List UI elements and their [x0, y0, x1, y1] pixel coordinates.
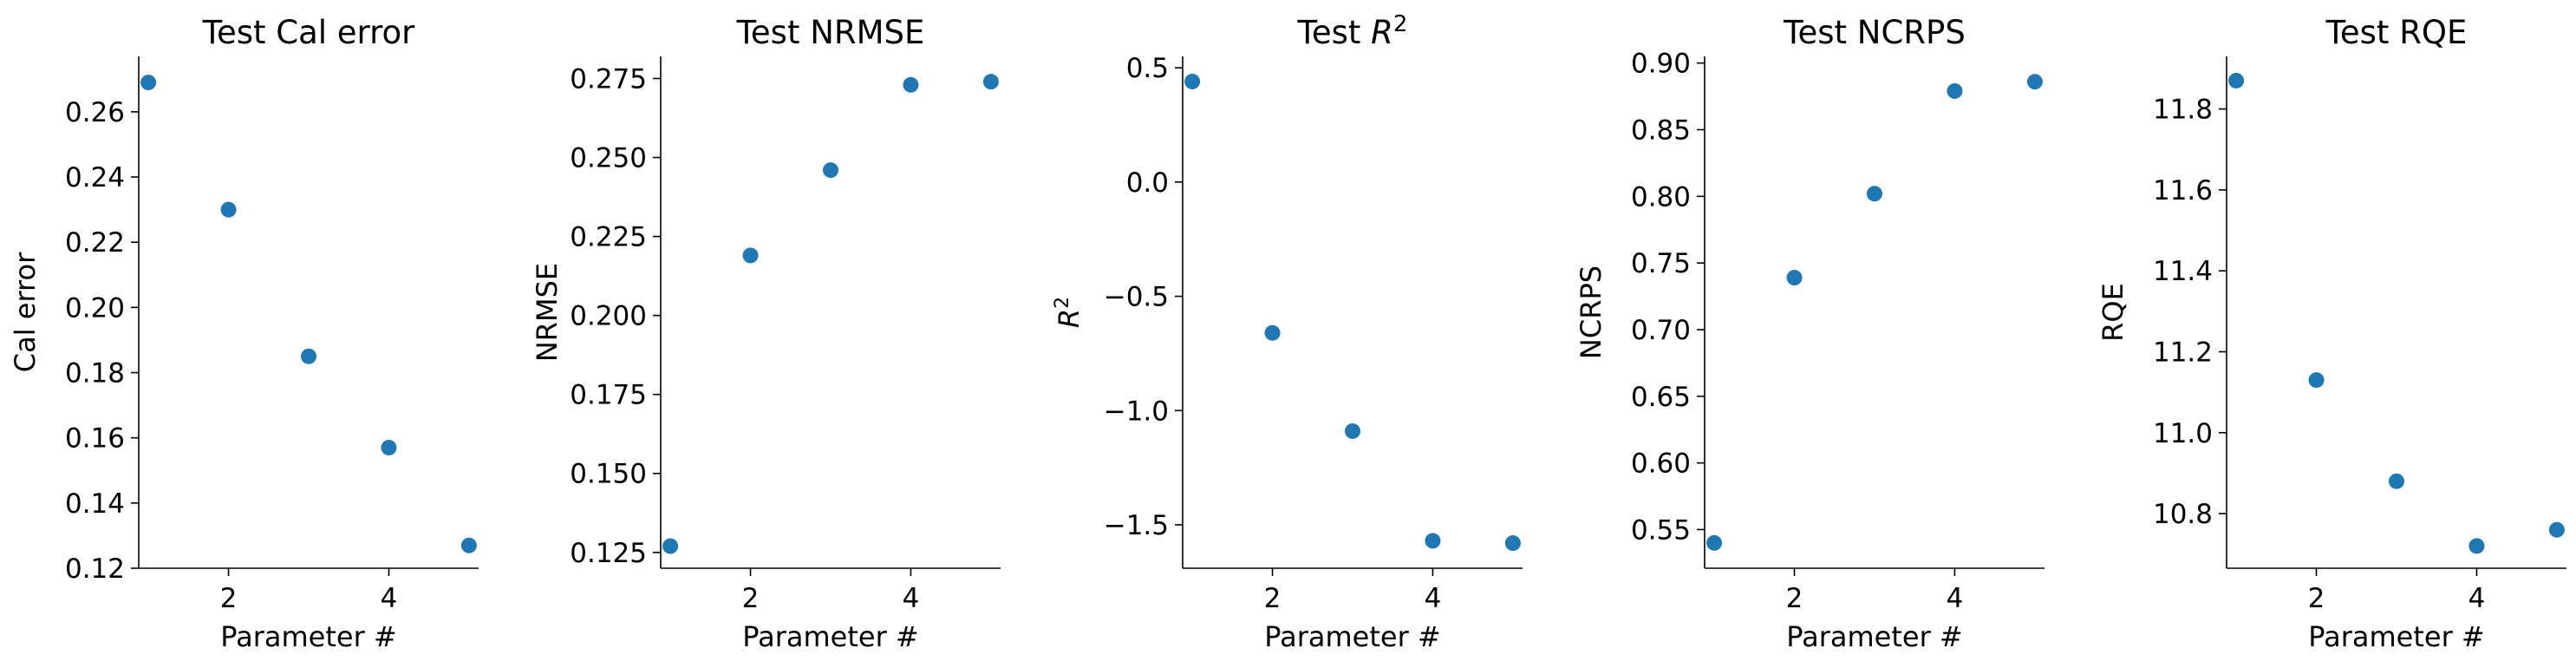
chart-panel-1: Test Cal error 0.12 0.14 0.16 0.18 0.20 0.22 0.…	[9, 14, 479, 653]
x-tick-label: 4	[903, 583, 920, 614]
data-point	[2389, 473, 2404, 489]
y-axis-label: RQE	[2097, 283, 2129, 342]
y-axis-label: R2	[1052, 297, 1086, 328]
data-point	[2548, 521, 2565, 538]
y-tick-label: −0.5	[1104, 282, 1169, 313]
y-tick-label: 0.5	[1126, 53, 1169, 84]
x-axis-label: Parameter #	[2308, 620, 2484, 653]
y-tick-label: 0.22	[65, 227, 125, 259]
y-tick-label: 0.12	[65, 553, 125, 585]
y-axis-label: Cal error	[9, 252, 42, 372]
data-point	[1706, 534, 1723, 551]
y-tick-label: 11.6	[2153, 175, 2213, 206]
y-tick-label: 0.55	[1631, 514, 1691, 546]
x-tick-label: 2	[2308, 583, 2325, 614]
chart-title-prefix: Test	[1297, 14, 1372, 51]
y-tick-label: −1.0	[1104, 396, 1169, 427]
chart-panel-4: Test NCRPS 0.55 0.60 0.65 0.70 0.75 0.80 0.85 0.…	[1575, 14, 2044, 653]
y-tick-label: 0.125	[570, 538, 647, 569]
data-point	[1345, 422, 1360, 439]
data-point	[1947, 82, 1963, 99]
data-point	[1184, 73, 1201, 89]
data-point	[662, 538, 679, 554]
x-axis-label: Parameter #	[742, 620, 918, 653]
x-tick-label: 2	[1786, 583, 1803, 614]
chart-title: Test R2	[1297, 11, 1408, 51]
chart-title: Test Cal error	[202, 14, 416, 51]
x-tick-label: 2	[742, 583, 760, 614]
x-axis-label: Parameter #	[220, 620, 396, 653]
data-point	[460, 537, 477, 553]
y-tick-label: 11.8	[2153, 95, 2213, 126]
x-tick-label: 2	[220, 583, 238, 614]
x-tick-label: 4	[381, 583, 398, 614]
y-tick-label: 0.175	[570, 380, 647, 411]
data-point	[742, 247, 759, 264]
y-tick-label: 11.0	[2153, 418, 2213, 449]
x-tick-label: 4	[1425, 583, 1442, 614]
data-point	[2228, 72, 2245, 88]
x-tick-label: 4	[1947, 583, 1964, 614]
y-tick-label: 0.275	[570, 63, 647, 95]
y-tick-label: 0.60	[1631, 449, 1691, 480]
chart-title: Test RQE	[2325, 14, 2468, 51]
y-tick-label: 0.250	[570, 143, 647, 174]
data-point	[1786, 270, 1803, 286]
y-axis-label: NCRPS	[1575, 265, 1608, 359]
y-tick-label: 0.0	[1126, 167, 1169, 199]
y-tick-label: 0.14	[65, 488, 125, 520]
y-tick-label: 10.8	[2153, 499, 2213, 530]
chart-title-variable: R	[1371, 14, 1393, 51]
x-axis-label: Parameter #	[1786, 620, 1962, 653]
y-tick-label: 0.225	[570, 222, 647, 253]
y-tick-label: 0.18	[65, 358, 125, 390]
data-point	[903, 76, 919, 93]
y-tick-label: 11.2	[2153, 337, 2213, 368]
y-tick-label: 0.20	[65, 292, 125, 324]
y-tick-label: 0.26	[65, 97, 125, 128]
y-tick-label: 0.65	[1631, 382, 1691, 413]
data-point	[2308, 372, 2325, 389]
y-tick-label: 0.90	[1631, 49, 1691, 80]
chart-panel-5: Test RQE 10.8 11.0 11.2 11.4 11.6 11.8 2 4 Parame…	[2097, 14, 2566, 653]
y-tick-label: 0.80	[1631, 181, 1691, 213]
y-tick-label: 0.200	[570, 301, 647, 332]
data-point	[140, 75, 157, 91]
data-point	[220, 201, 237, 218]
data-point	[823, 162, 838, 179]
chart-title-superscript: 2	[1393, 11, 1408, 37]
y-axis-label: NRMSE	[531, 263, 564, 362]
y-tick-label: 0.75	[1631, 248, 1691, 279]
y-tick-label: 0.70	[1631, 315, 1691, 346]
y-axis-label-variable: R	[1053, 309, 1086, 328]
y-tick-label: 0.150	[570, 459, 647, 490]
data-point	[982, 74, 999, 90]
x-axis-label: Parameter #	[1264, 620, 1440, 653]
x-tick-label: 4	[2468, 583, 2486, 614]
data-point	[1264, 324, 1281, 341]
data-point	[381, 439, 397, 455]
data-point	[2468, 538, 2485, 554]
chart-title: Test NCRPS	[1783, 14, 1966, 51]
y-tick-label: 0.85	[1631, 115, 1691, 147]
data-point	[301, 348, 316, 364]
y-tick-label: 0.16	[65, 423, 125, 455]
y-axis-label-superscript: 2	[1052, 297, 1073, 309]
x-tick-label: 2	[1264, 583, 1281, 614]
data-point	[2026, 74, 2043, 90]
chart-title: Test NRMSE	[736, 14, 925, 51]
y-tick-label: 0.24	[65, 162, 125, 193]
chart-panel-2: Test NRMSE 0.125 0.150 0.175 0.200 0.225 0.250…	[531, 14, 1001, 653]
data-point	[1504, 535, 1521, 552]
y-tick-label: 11.4	[2153, 256, 2213, 287]
y-tick-label: −1.5	[1104, 510, 1169, 541]
data-point	[1425, 533, 1441, 549]
data-point	[1867, 186, 1882, 202]
